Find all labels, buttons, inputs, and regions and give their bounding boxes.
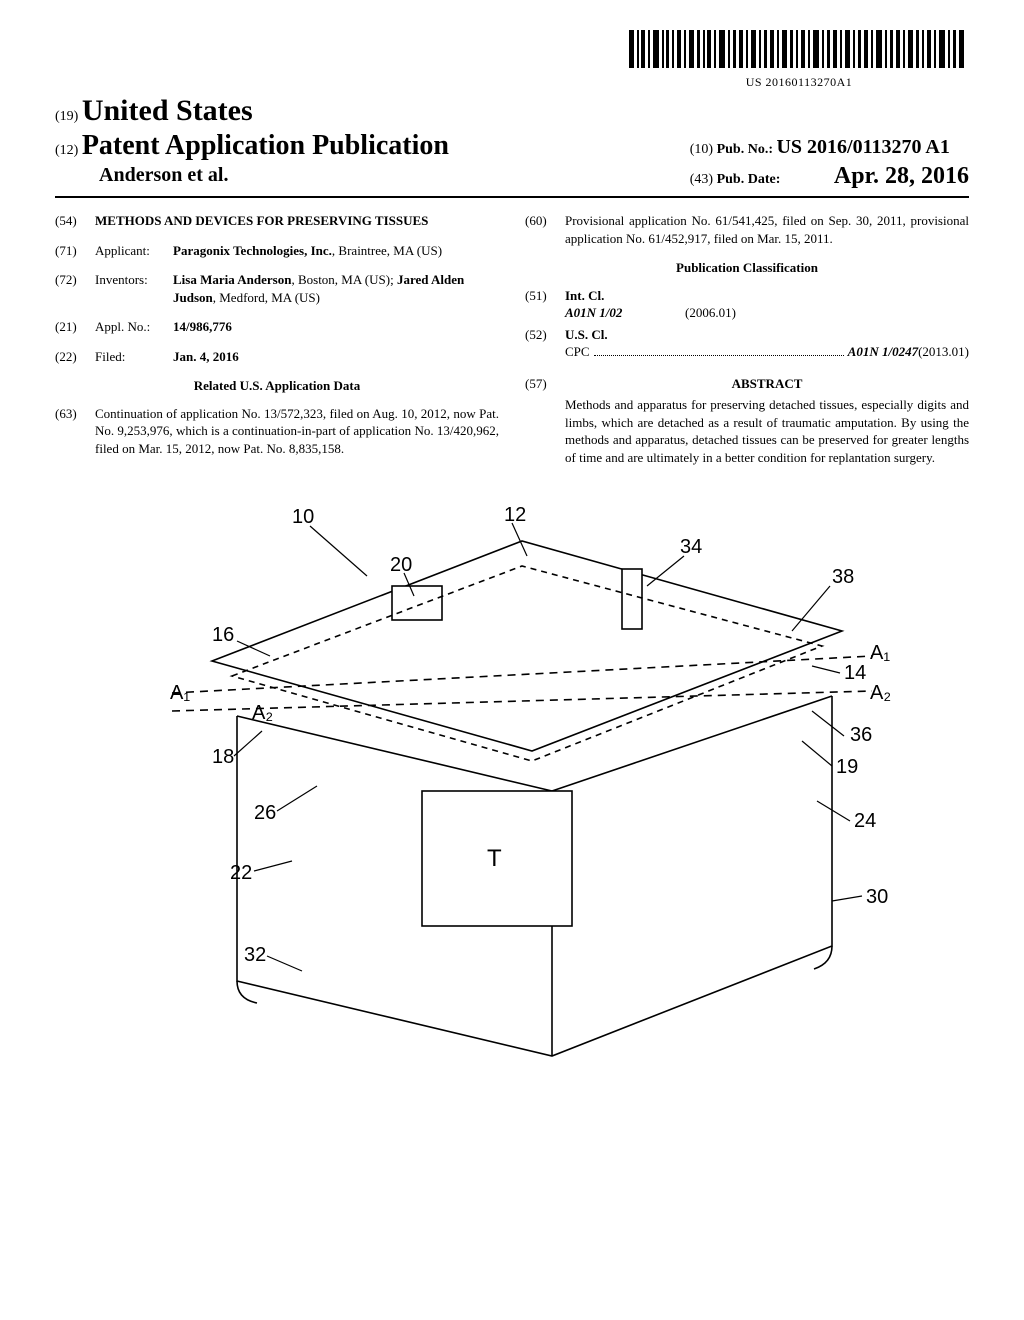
field-71: (71) Applicant: Paragonix Technologies, … [55,242,499,260]
fig-label-16: 16 [212,624,234,646]
fig-label-20: 20 [390,554,412,576]
fig-label-19: 19 [836,756,858,778]
pub-no-label: Pub. No.: [717,142,773,157]
fig-label-12: 12 [504,504,526,526]
field-63: (63) Continuation of application No. 13/… [55,405,499,458]
applicant-body: Paragonix Technologies, Inc., Braintree,… [173,242,499,260]
header: (19) United States (12) Patent Applicati… [55,94,969,198]
fig-label-18: 18 [212,746,234,768]
pub-no: US 2016/0113270 A1 [776,136,949,158]
header-left: (19) United States (12) Patent Applicati… [55,94,690,187]
right-column: (60) Provisional application No. 61/541,… [525,212,969,479]
int-cl-body: Int. Cl. A01N 1/02 (2006.01) [565,287,969,322]
prefix-19: (19) [55,109,78,124]
inv1-name: Lisa Maria Anderson [173,272,291,287]
field-22: (22) Filed: Jan. 4, 2016 [55,348,499,366]
fig-label-32: 32 [244,944,266,966]
field-52: (52) U.S. Cl. CPC A01N 1/0247 (2013.01) [525,326,969,361]
patent-figure-svg: 10 12 20 16 A₁ A₂ 18 26 22 32 T 34 38 A₁… [132,501,892,1061]
label-71: Applicant: [95,242,173,260]
authors-line: Anderson et al. [99,164,690,187]
fig-label-a2r: A₂ [870,682,891,704]
inv1-loc: , Boston, MA (US); [291,272,396,287]
fig-label-34: 34 [680,536,702,558]
related-head: Related U.S. Application Data [55,377,499,395]
barcode-number: US 20160113270A1 [629,75,969,90]
fig-label-a1r: A₁ [870,642,890,664]
field-60: (60) Provisional application No. 61/541,… [525,212,969,247]
num-57: (57) [525,375,565,467]
cpc-date: (2013.01) [918,343,969,361]
fig-label-22: 22 [230,862,252,884]
left-column: (54) METHODS AND DEVICES FOR PRESERVING … [55,212,499,479]
fig-label-26: 26 [254,802,276,824]
us-cl-body: U.S. Cl. CPC A01N 1/0247 (2013.01) [565,326,969,361]
doc-type: Patent Application Publication [82,130,449,161]
fig-label-38: 38 [832,566,854,588]
f63-text: Continuation of application No. 13/572,3… [95,405,499,458]
num-52: (52) [525,326,565,361]
int-cl-code: A01N 1/02 [565,304,685,322]
prefix-43: (43) [690,172,713,187]
appl-no: 14/986,776 [173,318,499,336]
fig-label-14: 14 [844,662,866,684]
us-cl-label: U.S. Cl. [565,326,969,344]
fig-label-t: T [487,845,502,872]
content-columns: (54) METHODS AND DEVICES FOR PRESERVING … [55,212,969,479]
num-21: (21) [55,318,95,336]
fig-label-30: 30 [866,886,888,908]
filed-date: Jan. 4, 2016 [173,348,499,366]
field-21: (21) Appl. No.: 14/986,776 [55,318,499,336]
field-57: (57) ABSTRACT Methods and apparatus for … [525,375,969,467]
abstract-text: Methods and apparatus for preserving det… [565,396,969,466]
fig-label-24: 24 [854,810,876,832]
num-54: (54) [55,212,95,230]
cpc-dots [594,355,844,356]
fig-label-10: 10 [292,506,314,528]
prefix-10: (10) [690,142,713,157]
fig-label-a1l: A₁ [170,682,190,704]
barcode-area: US 20160113270A1 [55,30,969,90]
cpc-label: CPC [565,343,590,361]
pub-date-label: Pub. Date: [717,172,781,187]
inventors-body: Lisa Maria Anderson, Boston, MA (US); Ja… [173,271,499,306]
pub-date: Apr. 28, 2016 [834,163,969,189]
num-71: (71) [55,242,95,260]
label-21: Appl. No.: [95,318,173,336]
num-72: (72) [55,271,95,306]
fig-label-36: 36 [850,724,872,746]
field-54: (54) METHODS AND DEVICES FOR PRESERVING … [55,212,499,230]
int-cl-date: (2006.01) [685,304,736,322]
country: United States [82,94,253,127]
applicant-name: Paragonix Technologies, Inc. [173,243,332,258]
num-63: (63) [55,405,95,458]
num-51: (51) [525,287,565,322]
header-right: (10) Pub. No.: US 2016/0113270 A1 (43) P… [690,136,969,190]
prefix-12: (12) [55,143,78,158]
field-72: (72) Inventors: Lisa Maria Anderson, Bos… [55,271,499,306]
inv2-loc: , Medford, MA (US) [213,290,320,305]
label-22: Filed: [95,348,173,366]
class-head: Publication Classification [525,259,969,277]
applicant-loc: Braintree, MA (US) [338,243,442,258]
field-51: (51) Int. Cl. A01N 1/02 (2006.01) [525,287,969,322]
title-text: METHODS AND DEVICES FOR PRESERVING TISSU… [95,212,499,230]
barcode-svg [629,30,969,68]
label-72: Inventors: [95,271,173,306]
abstract-head: ABSTRACT [565,375,969,393]
num-22: (22) [55,348,95,366]
f60-text: Provisional application No. 61/541,425, … [565,212,969,247]
abstract-body: ABSTRACT Methods and apparatus for prese… [565,375,969,467]
figure: 10 12 20 16 A₁ A₂ 18 26 22 32 T 34 38 A₁… [55,501,969,1066]
num-60: (60) [525,212,565,247]
fig-label-a2l: A₂ [252,702,273,724]
int-cl-label: Int. Cl. [565,287,969,305]
cpc-val: A01N 1/0247 [848,343,918,361]
